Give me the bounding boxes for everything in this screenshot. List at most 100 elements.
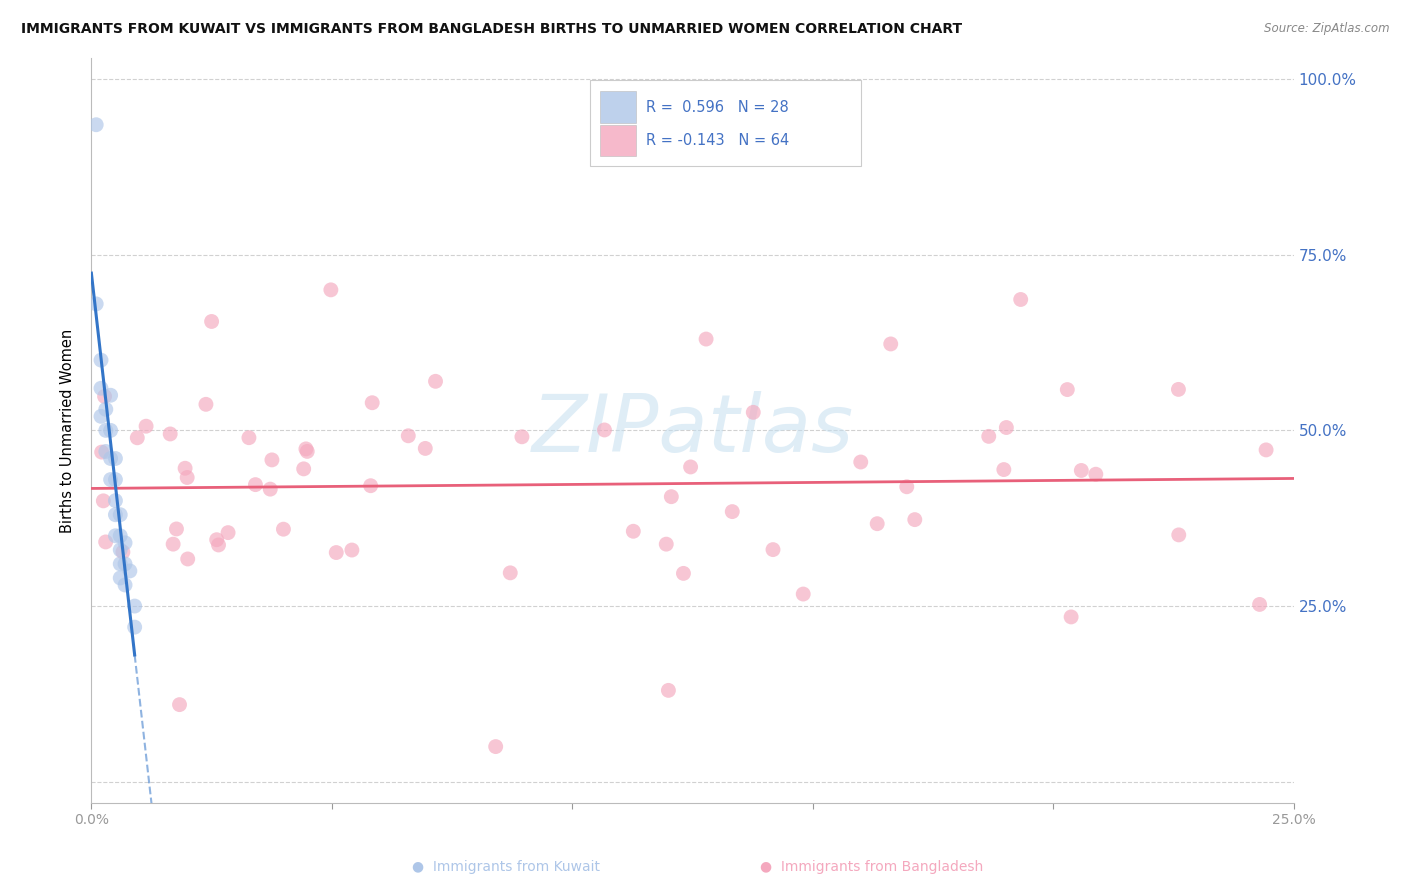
Point [904, 513, 927, 527]
Point [110, 508, 132, 522]
Point [1060, 610, 1083, 624]
Point [90, 445, 112, 459]
Point [110, 529, 132, 543]
Point [201, 314, 224, 328]
Point [880, 337, 903, 351]
Point [104, 493, 127, 508]
Point [1249, 598, 1271, 612]
Point [657, 683, 679, 698]
Point [114, 536, 136, 550]
Point [659, 490, 682, 504]
Point [510, 430, 533, 444]
Point [238, 431, 260, 445]
Point [177, 552, 200, 566]
Point [100, 388, 122, 402]
Point [413, 442, 436, 456]
Point [110, 571, 132, 585]
Point [114, 578, 136, 592]
Point [205, 533, 228, 547]
Point [499, 566, 522, 580]
FancyBboxPatch shape [600, 125, 636, 156]
Point [425, 374, 447, 388]
Point [124, 599, 146, 613]
FancyBboxPatch shape [591, 80, 860, 166]
Point [977, 429, 1000, 443]
Point [849, 455, 872, 469]
FancyBboxPatch shape [600, 92, 636, 123]
Point [995, 420, 1018, 434]
Point [174, 461, 197, 475]
Text: R =  0.596   N = 28: R = 0.596 N = 28 [645, 100, 789, 115]
Point [762, 542, 785, 557]
Point [896, 480, 918, 494]
Point [135, 419, 157, 434]
Text: R = -0.143   N = 64: R = -0.143 N = 64 [645, 133, 789, 148]
Point [485, 739, 508, 754]
Point [159, 426, 181, 441]
Point [217, 525, 239, 540]
Y-axis label: Births to Unmarried Women: Births to Unmarried Women [60, 328, 76, 533]
Point [792, 587, 814, 601]
Point [111, 545, 134, 559]
Point [110, 542, 132, 557]
Point [104, 473, 127, 487]
Point [169, 698, 191, 712]
Point [297, 444, 319, 458]
Text: ●  Immigrants from Bangladesh: ● Immigrants from Bangladesh [761, 860, 983, 874]
Point [292, 462, 315, 476]
Point [1254, 442, 1277, 457]
Point [104, 529, 127, 543]
Point [259, 482, 281, 496]
Point [260, 453, 283, 467]
Point [1167, 528, 1189, 542]
Text: IMMIGRANTS FROM KUWAIT VS IMMIGRANTS FROM BANGLADESH BIRTHS TO UNMARRIED WOMEN C: IMMIGRANTS FROM KUWAIT VS IMMIGRANTS FRO… [21, 22, 962, 37]
Point [593, 423, 616, 437]
Text: Source: ZipAtlas.com: Source: ZipAtlas.com [1264, 22, 1389, 36]
Point [1010, 293, 1032, 307]
Point [340, 543, 363, 558]
Point [621, 524, 644, 539]
Text: ●  Immigrants from Kuwait: ● Immigrants from Kuwait [412, 860, 600, 874]
Point [114, 557, 136, 571]
Point [655, 537, 678, 551]
Point [295, 442, 318, 456]
Point [94, 424, 117, 438]
Point [124, 620, 146, 634]
Point [166, 522, 188, 536]
Point [94, 402, 117, 417]
Point [361, 395, 384, 409]
Text: ZIPatlas: ZIPatlas [531, 392, 853, 469]
Point [325, 545, 347, 559]
Point [94, 535, 117, 549]
Point [90, 381, 112, 395]
Point [319, 283, 342, 297]
Point [84, 297, 107, 311]
Point [194, 397, 217, 411]
Point [1084, 467, 1107, 482]
Point [695, 332, 717, 346]
Point [100, 424, 122, 438]
Point [679, 459, 702, 474]
Point [207, 538, 229, 552]
Point [176, 470, 198, 484]
Point [721, 505, 744, 519]
Point [993, 462, 1015, 476]
Point [866, 516, 889, 531]
Point [245, 477, 267, 491]
Point [360, 479, 382, 493]
Point [94, 444, 117, 458]
Point [100, 473, 122, 487]
Point [110, 557, 132, 571]
Point [1167, 383, 1189, 397]
Point [127, 431, 149, 445]
Point [1056, 383, 1078, 397]
Point [104, 451, 127, 466]
Point [104, 508, 127, 522]
Point [1070, 463, 1092, 477]
Point [118, 564, 141, 578]
Point [273, 522, 295, 536]
Point [93, 389, 115, 403]
Point [672, 566, 695, 581]
Point [742, 405, 765, 419]
Point [396, 429, 419, 443]
